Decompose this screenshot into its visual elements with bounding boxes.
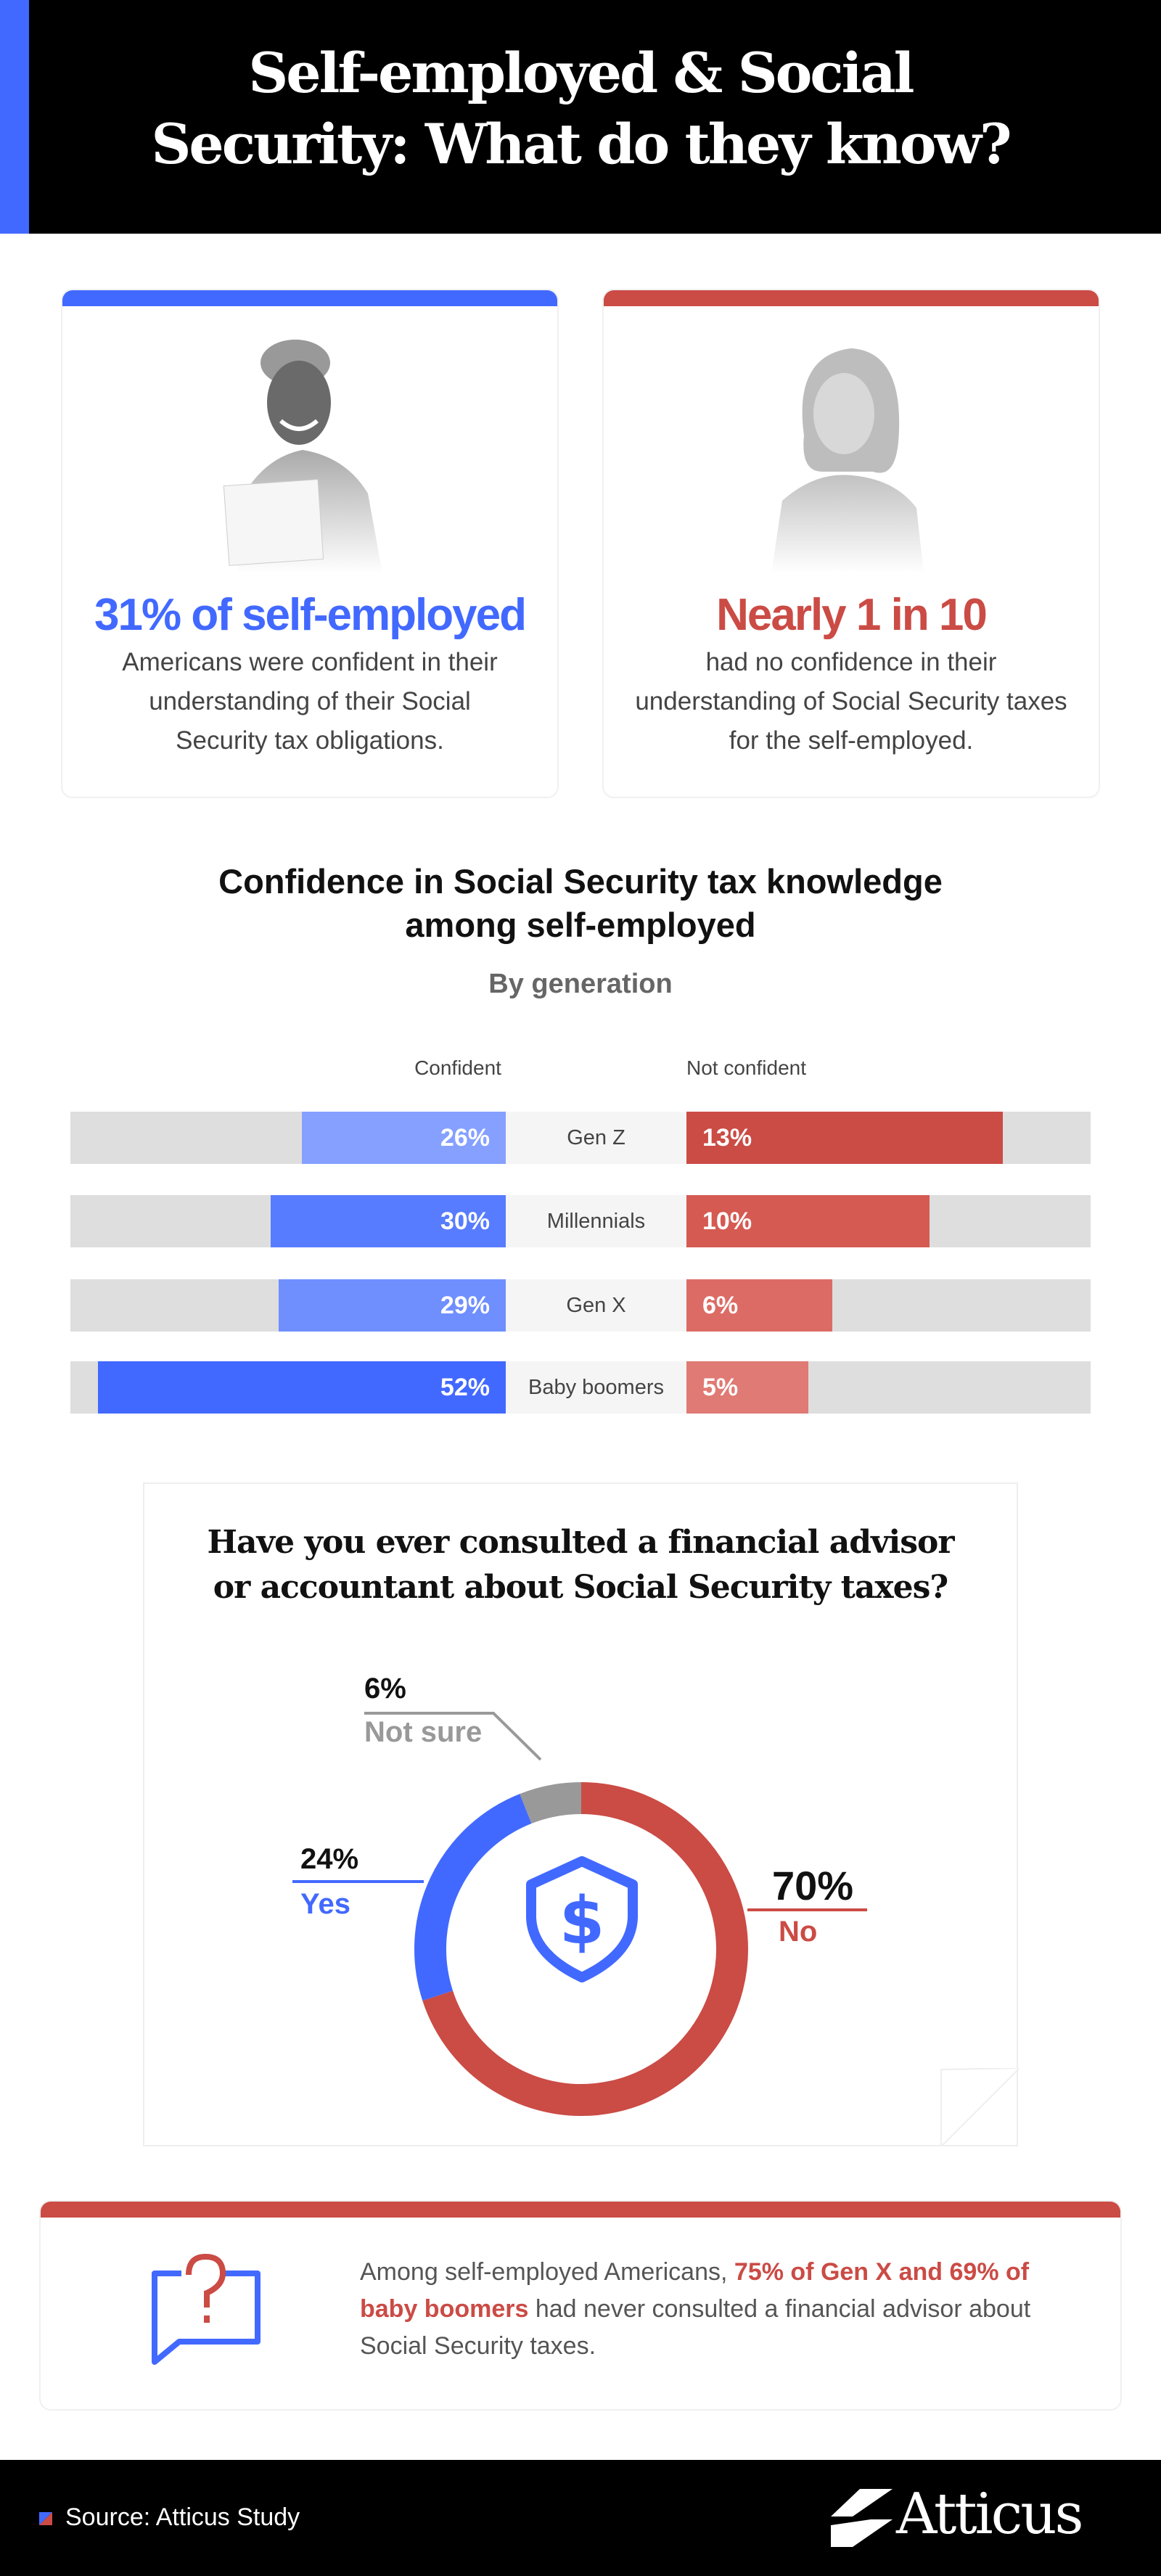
generation-label: Baby boomers [506,1361,686,1414]
desc-line: understanding of Social Security taxes [635,687,1067,715]
not-confident-bar: 5% [686,1361,808,1414]
card-accent-bar [604,290,1099,306]
not-confident-bar: 6% [686,1279,832,1332]
donut-slice-yes [414,1794,532,2001]
footer [0,2460,1161,2576]
no-percent: 70% [772,1863,854,1908]
desc-line: Security tax obligations. [176,726,444,755]
donut-title-line: or accountant about Social Security taxe… [213,1569,948,1606]
desc-line: for the self-employed. [729,726,974,755]
donut-title-line: Have you ever consulted a financial advi… [207,1524,954,1561]
bar-row: 29% Gen X 6% [70,1279,1091,1332]
chart-title-line: among self-employed [405,906,756,944]
source-bullet-icon [39,2512,52,2525]
folded-corner [940,2068,1020,2148]
not-confident-bar: 10% [686,1195,930,1247]
insight-card [39,2200,1122,2411]
generation-label: Gen X [506,1279,686,1332]
confident-stat: 31% of self-employed [94,590,527,640]
confident-bar: 29% [278,1279,506,1332]
donut-title: Have you ever consulted a financial advi… [143,1520,1018,1610]
desc-line: understanding of their Social [149,687,471,715]
insight-highlight: 75% of Gen X and 69% of baby boomers [360,2258,1030,2323]
smiling-woman-illustration [223,340,382,573]
confident-bar: 52% [98,1361,506,1414]
advisor-question-card [143,1482,1018,2146]
insight-text: Among self-employed Americans, 75% of Ge… [360,2254,1086,2365]
yes-percent: 24% [300,1843,359,1875]
title-line-2: Security: What do they know? [151,112,1012,176]
no-label: No [779,1916,818,1948]
confident-bar: 26% [302,1112,506,1164]
worried-woman-illustration [771,348,924,573]
atticus-logo: Atticus [896,2482,1084,2547]
confident-stat-card: 31% of self-employed Americans were conf… [61,289,559,798]
desc-line: Americans were confident in their [122,648,498,676]
question-speech-bubble-icon [152,2253,260,2365]
yes-label: Yes [300,1888,350,1920]
chart-title-line: Confidence in Social Security tax knowle… [218,862,943,901]
not-sure-percent: 6% [364,1673,406,1705]
atticus-logo-mark [831,2489,893,2547]
not-confident-bar: 13% [686,1112,1003,1164]
no-confidence-stat: Nearly 1 in 10 [716,590,988,640]
confident-description: Americans were confident in their unders… [77,643,543,760]
title-line-1: Self-employed & Social [248,41,914,105]
donut-slice-not-sure [520,1782,582,1824]
desc-line: had no confidence in their [705,648,997,676]
chart-subtitle: By generation [488,969,673,999]
legend-not-confident: Not confident [686,1057,806,1079]
accent-stripe [0,0,29,234]
bar-row: 52% Baby boomers 5% [70,1361,1091,1414]
donut-chart [414,1782,748,2116]
card-accent-bar [41,2202,1120,2218]
bar-row: 26% Gen Z 13% [70,1112,1091,1164]
shield-dollar-icon: $ [526,1856,638,1982]
legend-confident: Confident [414,1057,501,1079]
insight-text-after: had never consulted a financial advisor … [360,2295,1031,2360]
insight-text-before: Among self-employed Americans, [360,2258,734,2286]
source-text: Source: Atticus Study [65,2503,300,2531]
card-accent-bar [62,290,557,306]
confident-bar: 30% [271,1195,506,1247]
generation-label: Gen Z [506,1112,686,1164]
no-confidence-stat-card: Nearly 1 in 10 had no confidence in thei… [602,289,1100,798]
header-banner [0,0,1161,234]
not-sure-label: Not sure [364,1716,483,1748]
generation-label: Millennials [506,1195,686,1247]
chart-title: Confidence in Social Security tax knowle… [0,860,1161,947]
donut-slice-no [422,1782,748,2116]
donut-leader-lines [292,1712,867,1911]
page-title: Self-employed & Social Security: What do… [73,38,1088,180]
no-confidence-description: had no confidence in their understanding… [618,643,1084,760]
svg-text:$: $ [559,1883,605,1959]
bar-row: 30% Millennials 10% [70,1195,1091,1247]
